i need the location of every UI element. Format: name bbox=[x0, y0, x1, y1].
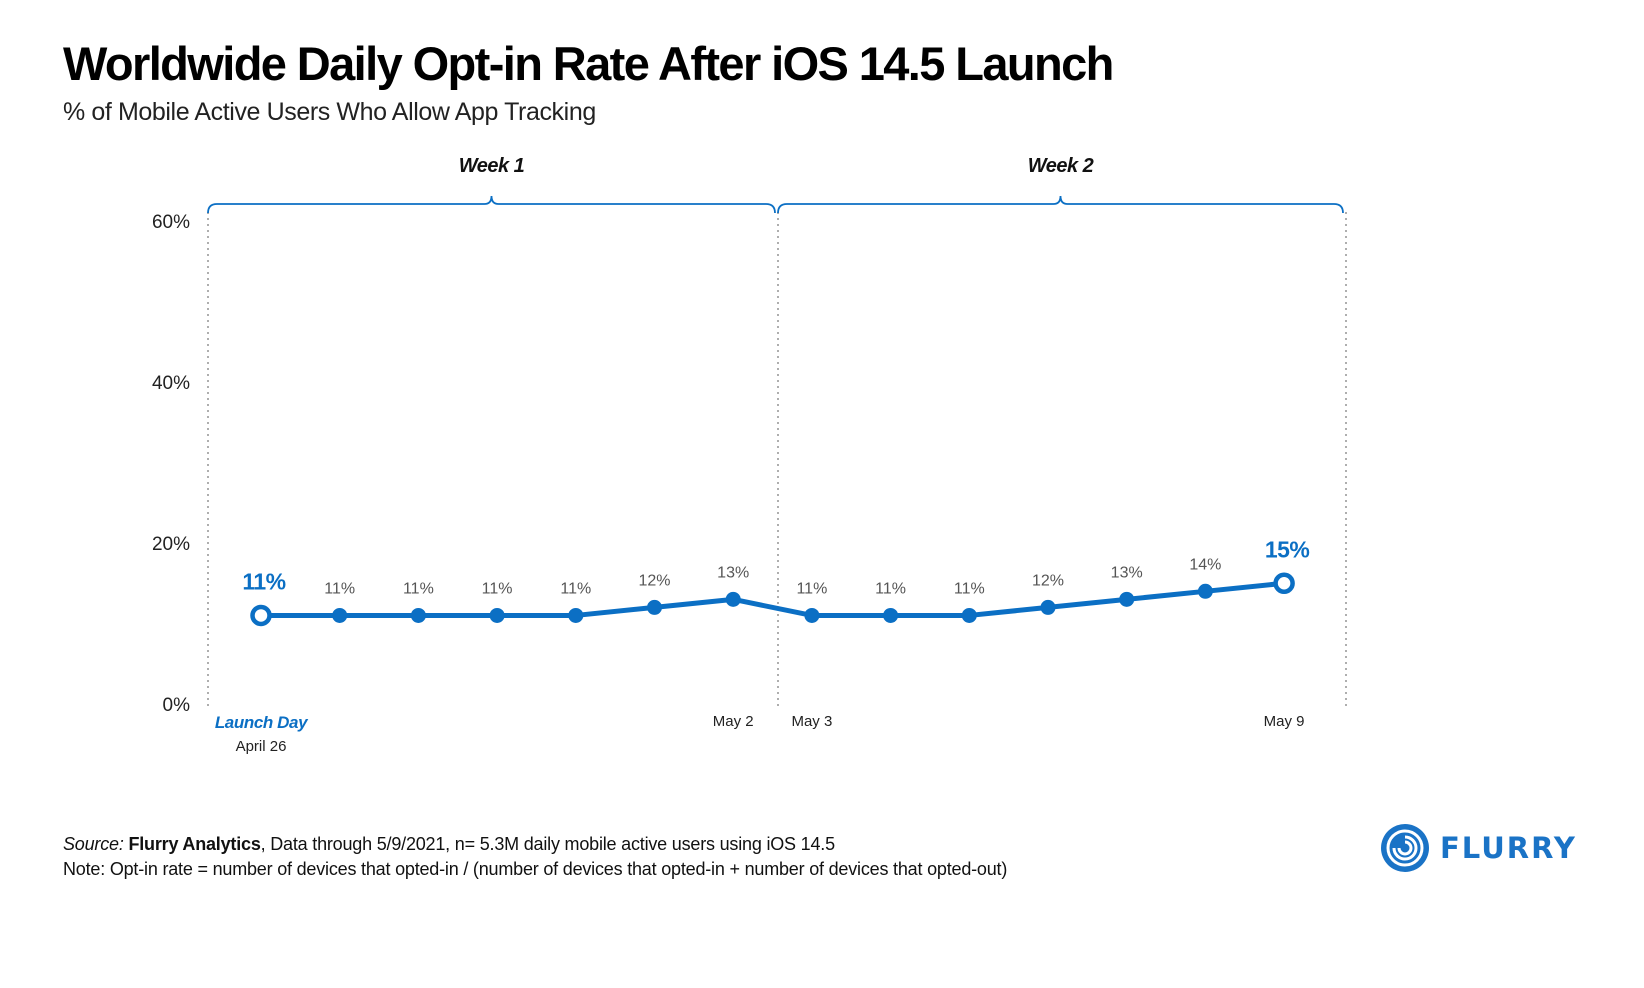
data-label: 12% bbox=[638, 572, 670, 589]
data-label: 12% bbox=[1032, 572, 1064, 589]
data-label: 11% bbox=[954, 580, 985, 597]
data-label: 11% bbox=[875, 580, 906, 597]
y-tick-label: 0% bbox=[163, 695, 191, 716]
footer-note: Note: Opt-in rate = number of devices th… bbox=[63, 859, 1008, 879]
line-chart: Week 1 Week 2 0% 20% 40% 60% Launch Day April… bbox=[152, 155, 1347, 755]
data-point bbox=[961, 607, 977, 623]
x-tick-label-launch-day: Launch Day bbox=[215, 713, 309, 732]
week-brackets: Week 1 Week 2 bbox=[207, 155, 1344, 214]
week-label-1: Week 1 bbox=[459, 155, 525, 177]
data-point-highlight bbox=[1273, 572, 1295, 594]
data-points bbox=[250, 572, 1295, 627]
data-label: 11% bbox=[403, 580, 434, 597]
data-point bbox=[883, 607, 899, 623]
y-tick-label: 60% bbox=[152, 212, 190, 233]
data-label: 13% bbox=[1111, 564, 1143, 581]
data-point bbox=[1197, 583, 1213, 599]
data-point bbox=[725, 591, 741, 607]
data-point bbox=[647, 599, 662, 615]
flurry-swirl-icon bbox=[1381, 824, 1429, 872]
source-label: Source: bbox=[63, 834, 124, 854]
data-label: 11% bbox=[482, 580, 513, 597]
x-tick-label: May 3 bbox=[791, 713, 832, 730]
week-bracket-1 bbox=[207, 195, 776, 214]
data-point bbox=[410, 607, 426, 623]
y-axis: 0% 20% 40% 60% bbox=[152, 212, 190, 716]
flurry-logo: FLURRY bbox=[1380, 820, 1580, 876]
week-dividers bbox=[207, 212, 1347, 706]
data-point bbox=[489, 607, 505, 623]
logo-text: FLURRY bbox=[1440, 831, 1577, 865]
week-bracket-2 bbox=[777, 195, 1344, 214]
data-point bbox=[1040, 599, 1056, 615]
data-label: 11% bbox=[560, 580, 591, 597]
x-axis: Launch Day April 26 May 2 May 3 May 9 bbox=[215, 713, 1305, 755]
data-label-highlight: 11% bbox=[242, 568, 285, 594]
data-point bbox=[332, 607, 348, 623]
data-label: 11% bbox=[324, 580, 355, 597]
data-point bbox=[1119, 591, 1135, 607]
data-labels: 11% 11% 11% 11% 11% 12% 13% 11% 11% 11% 12% 13% 14% 1… bbox=[242, 536, 1310, 597]
data-point bbox=[804, 607, 820, 623]
data-point bbox=[568, 607, 584, 623]
source-name: Flurry Analytics bbox=[128, 834, 261, 854]
week-label-2: Week 2 bbox=[1028, 155, 1094, 177]
series-line-group bbox=[258, 580, 1287, 618]
chart-subtitle: % of Mobile Active Users Who Allow App T… bbox=[63, 98, 596, 126]
data-label-highlight: 15% bbox=[1265, 536, 1310, 562]
footer-source: Source: Flurry Analytics, Data through 5… bbox=[63, 834, 835, 855]
source-details: , Data through 5/9/2021, n= 5.3M daily m… bbox=[260, 834, 835, 854]
x-tick-sublabel: April 26 bbox=[236, 738, 287, 755]
y-tick-label: 20% bbox=[152, 534, 190, 555]
data-label: 13% bbox=[717, 564, 749, 581]
series-line bbox=[258, 580, 1287, 618]
x-tick-label: May 9 bbox=[1264, 713, 1305, 730]
data-label: 14% bbox=[1189, 556, 1221, 573]
y-tick-label: 40% bbox=[152, 373, 190, 394]
data-label: 11% bbox=[796, 580, 827, 597]
x-tick-label: May 2 bbox=[713, 713, 754, 730]
data-point-highlight bbox=[250, 604, 272, 627]
chart-title: Worldwide Daily Opt-in Rate After iOS 14… bbox=[63, 37, 1114, 90]
